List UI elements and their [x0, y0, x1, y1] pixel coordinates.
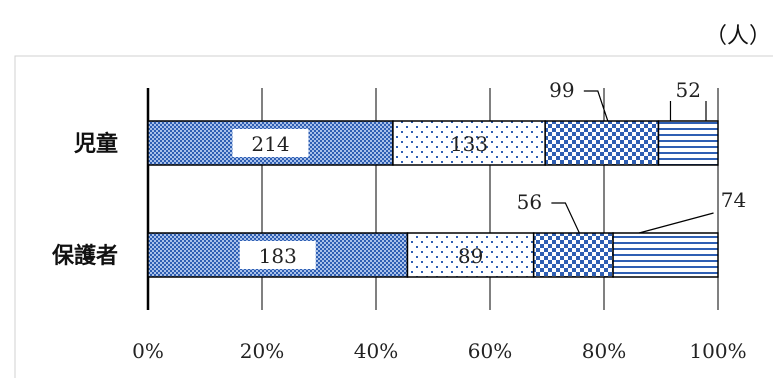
- x-tick-label: 60%: [468, 339, 512, 363]
- data-label-box: [232, 129, 309, 157]
- category-label: 保護者: [51, 243, 118, 269]
- bar-segment: [147, 120, 394, 166]
- bars: [147, 120, 719, 278]
- callout-line: [551, 202, 580, 234]
- unit-label: （人）: [705, 24, 772, 49]
- bar-segment: [406, 232, 535, 278]
- x-tick-label: 40%: [354, 339, 398, 363]
- callouts: [551, 90, 714, 234]
- data-label: 99: [549, 78, 574, 102]
- callout-line: [583, 90, 609, 122]
- category-label: 児童: [73, 131, 118, 157]
- bar-segment: [612, 232, 719, 278]
- data-label-box: [239, 241, 316, 269]
- data-label: 89: [458, 244, 483, 268]
- bar-segment: [657, 120, 719, 166]
- bar-segment: [532, 232, 614, 278]
- data-label: 214: [251, 132, 289, 156]
- x-tick-label: 80%: [582, 339, 626, 363]
- x-tick-label: 100%: [689, 339, 746, 363]
- plot-frame: [14, 55, 773, 382]
- callout-line: [638, 212, 714, 234]
- data-label: 56: [517, 190, 542, 214]
- data-label: 52: [676, 78, 701, 102]
- data-label: 133: [450, 132, 488, 156]
- labels: 0% 20% 40% 60% 80% 100% 児童 214 133 99 52 保護者 183 89 56…: [51, 78, 747, 363]
- x-tick-label: 0%: [132, 339, 164, 363]
- x-tick-label: 20%: [240, 339, 284, 363]
- data-label: 74: [721, 188, 746, 212]
- data-label: 183: [259, 244, 297, 268]
- bar-segment: [544, 120, 660, 166]
